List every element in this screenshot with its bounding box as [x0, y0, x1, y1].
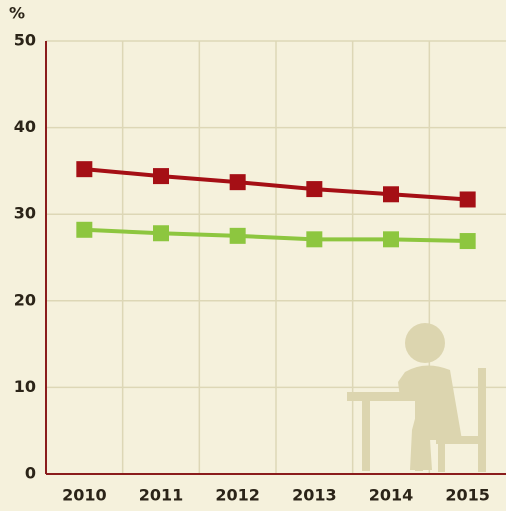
x-tick-label: 2011 — [139, 486, 184, 505]
marker — [306, 231, 322, 247]
y-tick-label: 0 — [25, 464, 36, 483]
y-tick-label: 30 — [14, 204, 36, 223]
marker — [153, 168, 169, 184]
marker — [153, 225, 169, 241]
y-axis-label: % — [9, 4, 25, 23]
x-tick-label: 2010 — [62, 486, 107, 505]
x-tick-label: 2014 — [369, 486, 414, 505]
marker — [230, 174, 246, 190]
marker — [76, 161, 92, 177]
marker — [76, 222, 92, 238]
y-tick-label: 50 — [14, 31, 36, 50]
chart: % 0 10 20 30 40 50 2010 2011 2012 2013 2014 2015 — [0, 0, 506, 511]
y-tick-label: 40 — [14, 117, 36, 136]
x-tick-label: 2012 — [215, 486, 260, 505]
marker — [383, 186, 399, 202]
marker — [230, 228, 246, 244]
x-tick-label: 2013 — [292, 486, 337, 505]
y-tick-label: 10 — [14, 377, 36, 396]
marker — [460, 191, 476, 207]
marker — [383, 231, 399, 247]
x-tick-label: 2015 — [445, 486, 490, 505]
marker — [460, 233, 476, 249]
marker — [306, 181, 322, 197]
y-tick-label: 20 — [14, 290, 36, 309]
